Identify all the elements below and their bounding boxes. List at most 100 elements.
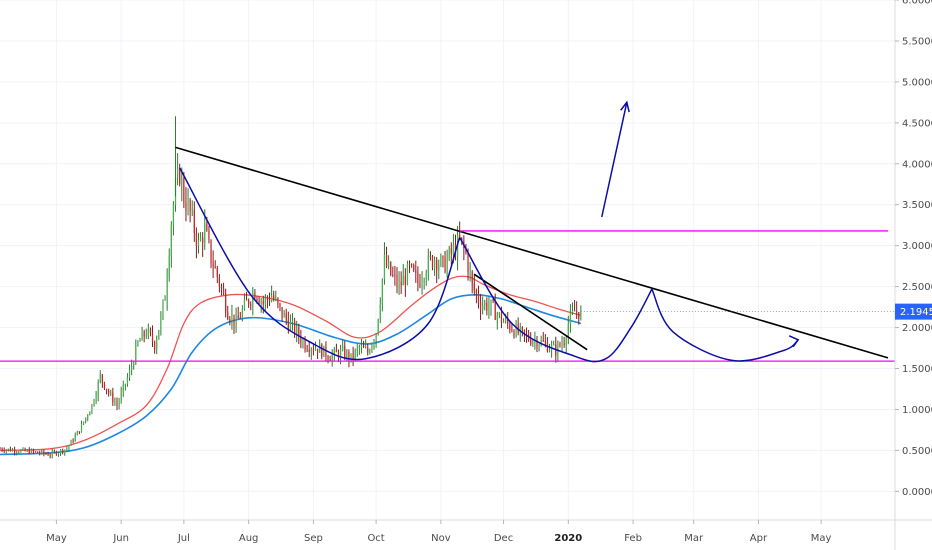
candle [404, 268, 406, 297]
candle [93, 398, 95, 407]
candle [291, 313, 294, 331]
candle [548, 343, 551, 353]
candle [208, 225, 210, 244]
candle [151, 325, 154, 347]
candle [264, 294, 266, 312]
candle [32, 448, 35, 454]
last-price-tag: 2.1945 [895, 303, 932, 320]
x-axis-panel [0, 520, 932, 550]
candle [471, 270, 473, 294]
candle [283, 309, 285, 318]
x-tick-label: Jul [177, 533, 190, 544]
candle [323, 345, 325, 358]
x-tick-label: Feb [624, 533, 642, 544]
candle [225, 288, 227, 318]
candle [231, 304, 233, 330]
candle [490, 299, 492, 316]
candle [293, 317, 296, 338]
candle [0, 446, 1, 450]
candle [369, 348, 371, 355]
candle [473, 273, 475, 296]
candle [408, 260, 411, 274]
candle [20, 449, 22, 453]
candle [252, 287, 254, 316]
candle [438, 259, 440, 280]
candle [377, 318, 379, 336]
candle [235, 307, 237, 333]
candle [542, 332, 544, 342]
candle [141, 326, 143, 341]
x-tick-label: Nov [431, 533, 451, 544]
candle [16, 450, 18, 456]
candle [64, 449, 66, 456]
candle [316, 348, 319, 360]
candle [273, 290, 275, 302]
candle [567, 315, 569, 345]
candle [114, 397, 116, 406]
candle [561, 335, 563, 351]
candle [310, 347, 312, 360]
candle [108, 388, 110, 397]
trend-line [473, 273, 588, 351]
candle [176, 153, 179, 186]
candle [379, 297, 381, 324]
candle [298, 323, 300, 345]
candle [375, 332, 377, 348]
candle [484, 299, 486, 311]
candle [448, 245, 450, 261]
x-tick-label: Sep [304, 533, 323, 544]
candle [195, 227, 198, 259]
candle [266, 295, 269, 309]
candle [479, 293, 482, 320]
candle [262, 295, 264, 314]
candle [321, 343, 323, 360]
x-tick-label: May [811, 533, 832, 544]
candle [356, 343, 358, 357]
grid [0, 0, 895, 520]
candle [191, 200, 193, 217]
candle [511, 323, 513, 333]
candle [5, 448, 7, 454]
candle [170, 221, 172, 268]
candle [193, 201, 195, 242]
candle [360, 338, 363, 354]
candle [160, 311, 162, 336]
candle [296, 320, 298, 343]
candle [133, 360, 135, 370]
candle [76, 430, 78, 436]
candle [365, 339, 367, 349]
candle [128, 364, 131, 381]
candle [442, 255, 444, 268]
candle [153, 340, 156, 354]
candle [120, 386, 122, 404]
candle [89, 411, 91, 416]
candle [492, 298, 494, 304]
candle [553, 340, 555, 346]
candle [463, 235, 465, 261]
candle [164, 295, 166, 301]
candle [576, 301, 578, 320]
candle [314, 341, 317, 351]
moving-averages [0, 275, 582, 456]
candle [55, 450, 58, 456]
candle [281, 307, 283, 323]
candle [532, 339, 534, 347]
candle [319, 339, 321, 353]
candle [475, 288, 478, 304]
candle [49, 453, 51, 459]
candle [300, 329, 302, 349]
candle [250, 301, 252, 311]
candle [218, 274, 221, 293]
candle [279, 302, 281, 312]
candle [563, 336, 565, 348]
candle [103, 381, 106, 391]
